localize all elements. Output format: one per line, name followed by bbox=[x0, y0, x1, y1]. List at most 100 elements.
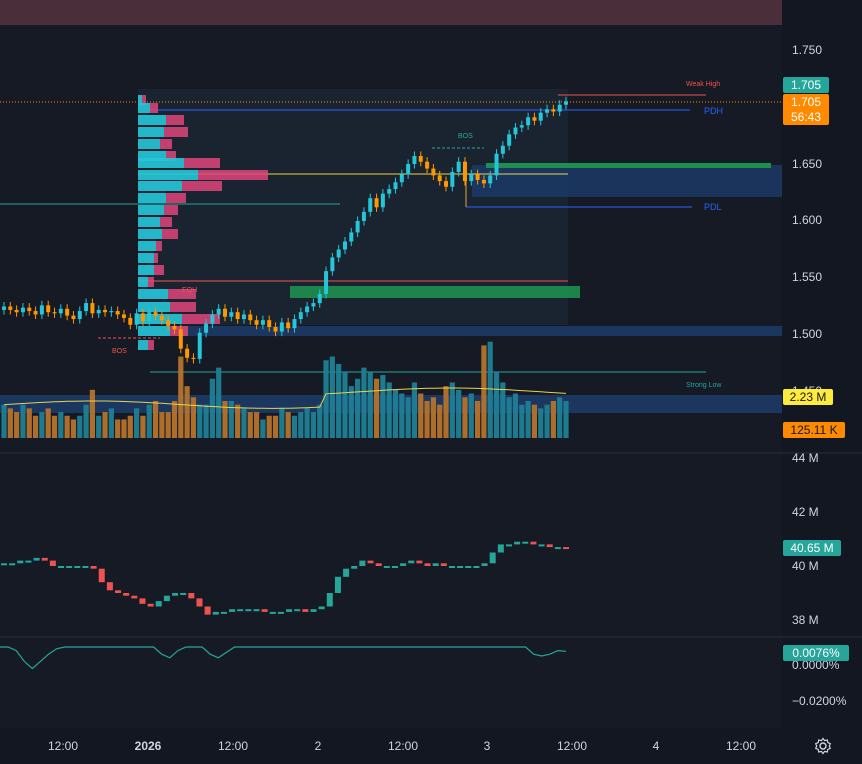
volume-bar bbox=[197, 404, 203, 438]
profile-bar-buy bbox=[138, 253, 154, 263]
oi-candle bbox=[416, 560, 423, 564]
price-tick-label: 1.500 bbox=[792, 327, 822, 341]
profile-bar-sell bbox=[148, 340, 154, 350]
order-block-blue-upper bbox=[472, 165, 782, 197]
candle-body bbox=[128, 317, 133, 325]
funding-tick-label: 0.0000% bbox=[792, 658, 840, 672]
candle-body bbox=[140, 313, 145, 322]
oi-candle bbox=[383, 566, 390, 568]
candle-body bbox=[185, 348, 190, 358]
volume-bar bbox=[481, 345, 487, 438]
order-block-blue-lower bbox=[178, 326, 782, 336]
volume-bar bbox=[279, 408, 285, 438]
profile-bar-buy bbox=[138, 277, 148, 287]
volume-badge bbox=[783, 389, 833, 405]
profile-bar-buy bbox=[138, 302, 170, 312]
current-price-badge-text: 1.705 bbox=[791, 95, 821, 109]
profile-bar-buy bbox=[138, 170, 198, 180]
profile-bar-buy bbox=[138, 103, 150, 113]
oi-candle bbox=[261, 609, 268, 612]
volume-bar bbox=[51, 415, 58, 438]
profile-bar-buy bbox=[138, 193, 166, 203]
candle-body bbox=[557, 104, 562, 112]
volume-bar bbox=[146, 404, 152, 438]
funding-badge-text: 0.0076% bbox=[792, 646, 840, 660]
price-tick-label: 1.550 bbox=[792, 270, 822, 284]
time-tick-label: 4 bbox=[653, 739, 660, 753]
candle-body bbox=[58, 308, 63, 314]
candle-body bbox=[121, 314, 126, 318]
candle-body bbox=[519, 125, 524, 128]
oi-candle bbox=[82, 566, 89, 568]
candle-body bbox=[14, 309, 19, 313]
volume-bar bbox=[519, 404, 525, 438]
candle-body bbox=[437, 175, 442, 182]
price-tick-label: 1.650 bbox=[792, 157, 822, 171]
funding-rate-line bbox=[0, 646, 567, 670]
candle-body bbox=[204, 323, 209, 333]
oi-candle bbox=[286, 609, 293, 612]
profile-bar-buy bbox=[138, 95, 142, 105]
volume-bar bbox=[550, 400, 556, 438]
candle-body bbox=[324, 271, 329, 294]
oi-candle bbox=[489, 552, 496, 564]
profile-bar-buy bbox=[138, 289, 168, 299]
total-volume-badge-text: 125.11 K bbox=[790, 423, 837, 437]
profile-bar-buy bbox=[138, 115, 166, 125]
volume-bar bbox=[563, 400, 569, 438]
profile-bar-buy bbox=[138, 241, 156, 251]
volume-bar bbox=[266, 415, 272, 438]
volume-bar bbox=[89, 389, 96, 438]
volume-bar bbox=[102, 412, 108, 438]
candle-body bbox=[216, 308, 221, 315]
oi-candle bbox=[448, 566, 455, 568]
oi-candle bbox=[1, 563, 7, 566]
volume-bar bbox=[127, 415, 133, 438]
volume-bar bbox=[39, 412, 45, 438]
candle-body bbox=[178, 329, 183, 349]
candle-body bbox=[134, 313, 139, 325]
volume-bar bbox=[411, 382, 418, 438]
profile-bar-sell bbox=[148, 277, 154, 287]
volume-bar bbox=[298, 412, 304, 438]
vwap-line bbox=[3, 387, 567, 409]
volume-bar bbox=[235, 404, 241, 438]
volume-bar bbox=[222, 400, 228, 438]
profile-bar-buy bbox=[138, 229, 162, 239]
volume-bar bbox=[20, 404, 26, 438]
volume-bar bbox=[108, 408, 114, 438]
volume-bar bbox=[7, 408, 13, 438]
oi-candle bbox=[522, 541, 529, 544]
volume-bar bbox=[184, 386, 190, 438]
volume-bar bbox=[538, 408, 544, 438]
candle-body bbox=[532, 117, 537, 121]
time-tick-label: 12:00 bbox=[726, 739, 756, 753]
candle-body bbox=[406, 164, 411, 175]
volume-bar bbox=[487, 341, 493, 438]
oi-tick-label: 38 M bbox=[792, 613, 819, 627]
profile-bar-sell bbox=[182, 181, 222, 191]
profile-bar-sell bbox=[160, 139, 172, 149]
candle-body bbox=[368, 198, 373, 212]
candle-body bbox=[39, 305, 44, 315]
time-axis-ticks: 12:00 2026 12:00 2 12:00 3 12:00 4 12:00 bbox=[48, 739, 756, 753]
candle-body bbox=[260, 320, 265, 325]
candle-body bbox=[65, 308, 70, 316]
candle-body bbox=[33, 311, 38, 315]
settings-gear-icon[interactable] bbox=[814, 737, 832, 755]
candle-body bbox=[507, 134, 512, 146]
volume-bar bbox=[430, 397, 436, 438]
candle-body bbox=[8, 306, 13, 310]
profile-bar-sell bbox=[154, 253, 158, 263]
profile-bar-buy bbox=[138, 265, 154, 275]
time-axis[interactable] bbox=[0, 728, 782, 764]
oi-candle bbox=[391, 566, 398, 568]
candle-body bbox=[223, 308, 228, 317]
volume-bar bbox=[424, 400, 430, 438]
oi-candle bbox=[229, 609, 236, 612]
open-interest-axis-ticks: 44 M 42 M 40 M 38 M bbox=[792, 451, 819, 627]
candle-body bbox=[456, 161, 461, 172]
time-tick-label: 12:00 bbox=[557, 739, 587, 753]
candle-body bbox=[52, 312, 57, 314]
